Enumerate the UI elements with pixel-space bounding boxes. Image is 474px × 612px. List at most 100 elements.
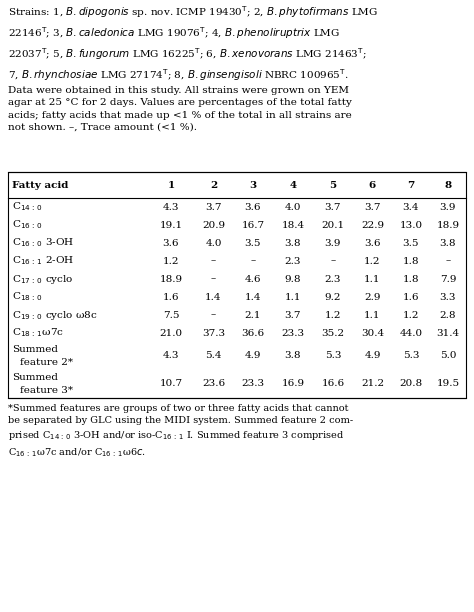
Text: 36.6: 36.6 bbox=[241, 329, 264, 337]
Text: 3: 3 bbox=[249, 181, 256, 190]
Text: 1.6: 1.6 bbox=[163, 293, 179, 302]
Text: 3.8: 3.8 bbox=[285, 239, 301, 247]
Text: 7.5: 7.5 bbox=[163, 310, 179, 319]
Text: –: – bbox=[446, 256, 451, 266]
Text: 9.2: 9.2 bbox=[325, 293, 341, 302]
Text: 1.1: 1.1 bbox=[364, 310, 381, 319]
Text: 1.8: 1.8 bbox=[403, 275, 419, 283]
Text: 20.1: 20.1 bbox=[321, 220, 345, 230]
Text: 23.6: 23.6 bbox=[202, 379, 225, 389]
Text: 1.2: 1.2 bbox=[364, 256, 381, 266]
Text: 9.8: 9.8 bbox=[285, 275, 301, 283]
Text: –: – bbox=[211, 310, 216, 319]
Text: 1.8: 1.8 bbox=[403, 256, 419, 266]
Text: 1.2: 1.2 bbox=[403, 310, 419, 319]
Text: C$_{16\,:\,1}$ 2-OH: C$_{16\,:\,1}$ 2-OH bbox=[12, 255, 74, 267]
Text: 3.8: 3.8 bbox=[440, 239, 456, 247]
Text: 3.6: 3.6 bbox=[163, 239, 179, 247]
Text: C$_{16\,:\,0}$ 3-OH: C$_{16\,:\,0}$ 3-OH bbox=[12, 237, 74, 250]
Text: 1.2: 1.2 bbox=[163, 256, 179, 266]
Text: Fatty acid: Fatty acid bbox=[12, 181, 68, 190]
Text: feature 2*: feature 2* bbox=[20, 357, 73, 367]
Text: 16.6: 16.6 bbox=[321, 379, 345, 389]
Text: 2.3: 2.3 bbox=[325, 275, 341, 283]
Text: 1.2: 1.2 bbox=[325, 310, 341, 319]
Text: 10.7: 10.7 bbox=[159, 379, 182, 389]
Text: 1.4: 1.4 bbox=[205, 293, 222, 302]
Text: C$_{16\,:\,0}$: C$_{16\,:\,0}$ bbox=[12, 218, 43, 231]
Text: 21.2: 21.2 bbox=[361, 379, 384, 389]
Text: 4.9: 4.9 bbox=[364, 351, 381, 360]
Text: 2.3: 2.3 bbox=[285, 256, 301, 266]
Text: 20.8: 20.8 bbox=[400, 379, 422, 389]
Text: 44.0: 44.0 bbox=[400, 329, 422, 337]
Text: 4.0: 4.0 bbox=[205, 239, 222, 247]
Text: 4.0: 4.0 bbox=[285, 203, 301, 212]
Text: 21.0: 21.0 bbox=[159, 329, 182, 337]
Text: 3.7: 3.7 bbox=[285, 310, 301, 319]
Text: 16.7: 16.7 bbox=[241, 220, 264, 230]
Text: 1: 1 bbox=[167, 181, 174, 190]
Text: Strains: 1, $\it{B. dipogonis}$ sp. nov. ICMP 19430$^{\mathrm{T}}$; 2, $\it{B. p: Strains: 1, $\it{B. dipogonis}$ sp. nov.… bbox=[8, 4, 378, 132]
Text: –: – bbox=[330, 256, 336, 266]
Text: 6: 6 bbox=[369, 181, 376, 190]
Text: 2.9: 2.9 bbox=[364, 293, 381, 302]
Text: Summed: Summed bbox=[12, 345, 58, 354]
Text: 19.5: 19.5 bbox=[437, 379, 460, 389]
Text: 1.1: 1.1 bbox=[285, 293, 301, 302]
Text: 4: 4 bbox=[290, 181, 297, 190]
Text: 18.9: 18.9 bbox=[437, 220, 460, 230]
Text: –: – bbox=[211, 256, 216, 266]
Text: 4.3: 4.3 bbox=[163, 351, 179, 360]
Text: 2.1: 2.1 bbox=[245, 310, 261, 319]
Text: 16.9: 16.9 bbox=[282, 379, 305, 389]
Text: 3.7: 3.7 bbox=[325, 203, 341, 212]
Text: 1.1: 1.1 bbox=[364, 275, 381, 283]
Text: 5.4: 5.4 bbox=[205, 351, 222, 360]
Text: 2.8: 2.8 bbox=[440, 310, 456, 319]
Text: 5.0: 5.0 bbox=[440, 351, 456, 360]
Text: 30.4: 30.4 bbox=[361, 329, 384, 337]
Text: 20.9: 20.9 bbox=[202, 220, 225, 230]
Text: 3.9: 3.9 bbox=[325, 239, 341, 247]
Text: 22.9: 22.9 bbox=[361, 220, 384, 230]
Text: 3.8: 3.8 bbox=[285, 351, 301, 360]
Text: 18.4: 18.4 bbox=[282, 220, 305, 230]
Text: 3.4: 3.4 bbox=[403, 203, 419, 212]
Text: 4.6: 4.6 bbox=[245, 275, 261, 283]
Text: 8: 8 bbox=[445, 181, 452, 190]
Text: C$_{14\,:\,0}$: C$_{14\,:\,0}$ bbox=[12, 201, 43, 214]
Text: C$_{18\,:\,1}$ω7c: C$_{18\,:\,1}$ω7c bbox=[12, 327, 64, 340]
Text: 7: 7 bbox=[407, 181, 415, 190]
Text: 2: 2 bbox=[210, 181, 217, 190]
Text: 35.2: 35.2 bbox=[321, 329, 345, 337]
Text: 3.3: 3.3 bbox=[440, 293, 456, 302]
Text: 5: 5 bbox=[329, 181, 337, 190]
Text: 3.6: 3.6 bbox=[245, 203, 261, 212]
Text: 3.7: 3.7 bbox=[205, 203, 222, 212]
Text: 1.4: 1.4 bbox=[245, 293, 261, 302]
Text: 3.6: 3.6 bbox=[364, 239, 381, 247]
Text: Summed: Summed bbox=[12, 373, 58, 382]
Text: 3.5: 3.5 bbox=[403, 239, 419, 247]
Text: feature 3*: feature 3* bbox=[20, 386, 73, 395]
Text: 23.3: 23.3 bbox=[241, 379, 264, 389]
Text: C$_{19\,:\,0}$ cyclo ω8c: C$_{19\,:\,0}$ cyclo ω8c bbox=[12, 308, 98, 321]
Text: –: – bbox=[211, 275, 216, 283]
Bar bbox=[8, 172, 466, 398]
Text: 7.9: 7.9 bbox=[440, 275, 456, 283]
Text: 3.9: 3.9 bbox=[440, 203, 456, 212]
Text: 4.3: 4.3 bbox=[163, 203, 179, 212]
Text: C$_{17\,:\,0}$ cyclo: C$_{17\,:\,0}$ cyclo bbox=[12, 272, 73, 286]
Text: 31.4: 31.4 bbox=[437, 329, 460, 337]
Text: 5.3: 5.3 bbox=[403, 351, 419, 360]
Text: C$_{18\,:\,0}$: C$_{18\,:\,0}$ bbox=[12, 291, 43, 304]
Text: 13.0: 13.0 bbox=[400, 220, 422, 230]
Text: 3.5: 3.5 bbox=[245, 239, 261, 247]
Text: 23.3: 23.3 bbox=[282, 329, 305, 337]
Text: 3.7: 3.7 bbox=[364, 203, 381, 212]
Text: 19.1: 19.1 bbox=[159, 220, 182, 230]
Text: 4.9: 4.9 bbox=[245, 351, 261, 360]
Text: 18.9: 18.9 bbox=[159, 275, 182, 283]
Text: 37.3: 37.3 bbox=[202, 329, 225, 337]
